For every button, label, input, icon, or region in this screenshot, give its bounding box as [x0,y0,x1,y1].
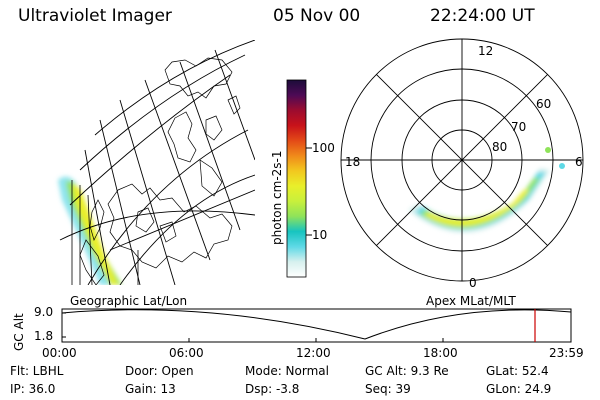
polar-plot [340,38,584,282]
geo-frame [71,180,139,285]
altitude-curve [61,309,572,340]
info-mode: Mode: Normal [245,364,329,378]
time-tick-1200: 12:00 [296,346,331,360]
geo-aurora [58,176,122,285]
timeline-y-top: 9.0 [34,305,54,319]
mlt-label-18: 18 [345,155,361,169]
geographic-map [58,40,255,285]
mlt-label-0: 0 [469,276,477,290]
mlt-label-12: 12 [478,44,494,58]
info-ip: IP: 36.0 [10,382,56,396]
time-tick-1800: 18:00 [423,346,458,360]
geographic-label: Geographic Lat/Lon [70,294,188,308]
info-glat: GLat: 52.4 [486,364,549,378]
info-door: Door: Open [125,364,194,378]
info-glon: GLon: 24.9 [486,382,552,396]
polar-aurora [408,168,550,233]
polar-grid [340,38,584,282]
timeline-frame [61,308,572,343]
info-gain: Gain: 13 [125,382,176,396]
info-gc-alt: GC Alt: 9.3 Re [365,364,449,378]
timeline-axis-title: GC Alt [12,313,26,351]
info-dsp: Dsp: -3.8 [245,382,300,396]
colorbar-unit: photon cm-2s-1 [270,150,284,246]
timeline-y-bottom: 1.8 [34,329,54,343]
date-label: 05 Nov 00 [273,6,361,26]
info-filter: Flt: LBHL [10,364,64,378]
colorbar-label-10: 10 [312,228,328,242]
colorbar-bar [286,79,307,278]
colorbar-label-100: 100 [312,141,335,155]
timeline-plot [61,308,572,343]
polar-spot [559,163,565,169]
mlat-label-60: 60 [536,97,552,111]
info-seq: Seq: 39 [365,382,411,396]
x-ticks [61,338,572,342]
apex-label: Apex MLat/MLT [426,294,516,308]
time-label: 22:24:00 UT [430,6,535,26]
mlat-label-80: 80 [492,140,508,154]
time-tick-2359: 23:59 [549,346,584,360]
instrument-title: Ultraviolet Imager [18,6,172,26]
colorbar [286,79,312,278]
time-tick-0600: 06:00 [169,346,204,360]
mlat-label-70: 70 [511,120,527,134]
mlt-label-6: 6 [575,155,583,169]
time-tick-0000: 00:00 [42,346,77,360]
polar-spot [545,147,551,153]
